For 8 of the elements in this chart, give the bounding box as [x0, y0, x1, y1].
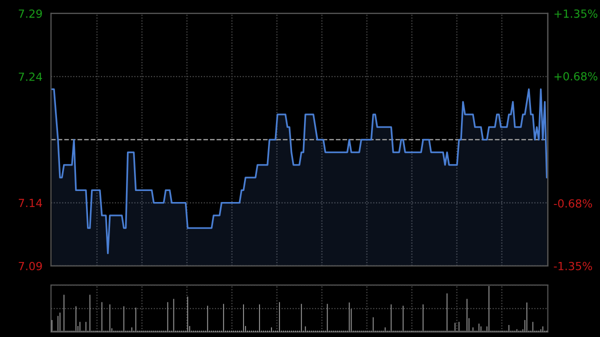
y-tick-label: 7.09 [18, 262, 42, 270]
y-tick-label: 7.14 [18, 198, 42, 208]
y2-tick-label: +1.35% [554, 9, 598, 18]
y-tick-label: 7.24 [18, 72, 42, 81]
y2-tick-label: -0.68% [554, 199, 592, 208]
y2-tick-label: -1.35% [554, 262, 592, 270]
y-tick-label: 7.29 [18, 9, 42, 18]
y2-tick-label: +0.68% [554, 72, 598, 80]
